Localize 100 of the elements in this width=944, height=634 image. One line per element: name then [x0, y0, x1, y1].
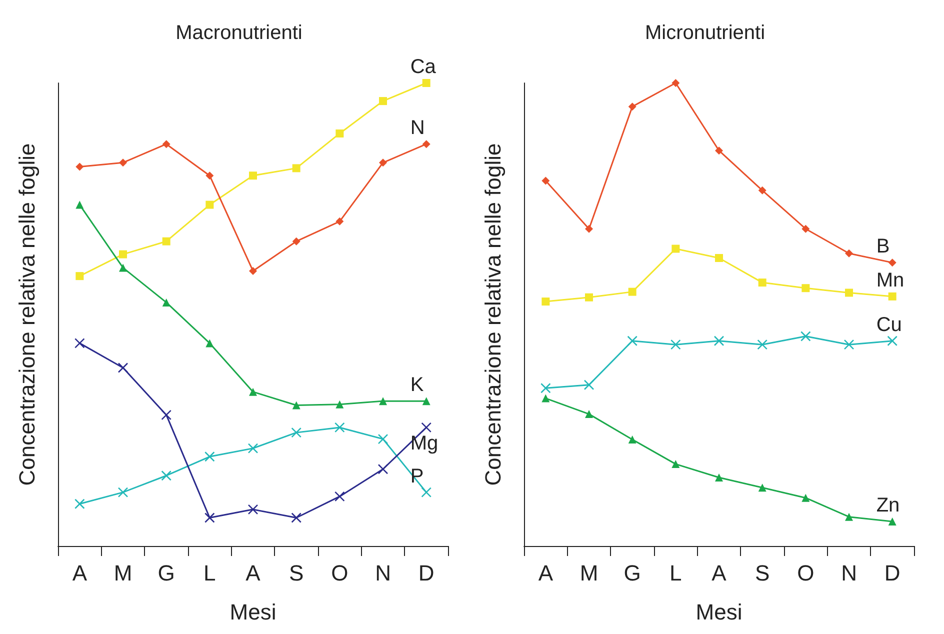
point [336, 217, 344, 226]
y-axis-title: Concentrazione relativa nelle foglie [14, 143, 40, 486]
point [336, 400, 344, 408]
point [670, 339, 681, 350]
x-tick-label: S [754, 560, 770, 586]
point [585, 224, 593, 233]
point [542, 394, 550, 402]
x-tick-label: N [375, 560, 391, 586]
point [379, 397, 387, 406]
point [336, 129, 344, 138]
point [249, 266, 257, 275]
point [715, 254, 723, 262]
point [542, 176, 550, 185]
x-tick-label: L [204, 560, 216, 586]
x-tick-label: S [288, 560, 304, 586]
x-tick-label: A [712, 560, 727, 586]
series-label: Zn [876, 494, 900, 516]
point [672, 79, 680, 87]
point [422, 397, 430, 406]
point [888, 517, 896, 526]
point [291, 512, 302, 523]
point [887, 336, 898, 346]
point [421, 487, 432, 498]
series-label: P [410, 465, 424, 488]
x-tick-label: L [670, 560, 682, 586]
x-tick-label: O [331, 560, 348, 586]
point [672, 244, 680, 253]
x-tick-label: D [418, 560, 434, 586]
point [802, 284, 810, 292]
point [379, 97, 387, 106]
point [119, 158, 127, 167]
point [292, 401, 300, 410]
point [74, 498, 85, 510]
y-axis-title: Concentrazione relativa nelle foglie [480, 143, 506, 486]
point [802, 224, 810, 233]
point [74, 338, 85, 348]
point [76, 272, 84, 280]
point [162, 140, 170, 148]
point [585, 410, 593, 418]
point [206, 200, 214, 209]
point [800, 331, 811, 342]
point [845, 288, 853, 297]
point [845, 249, 853, 258]
point [334, 422, 345, 433]
point [584, 380, 594, 390]
point [206, 339, 214, 348]
series-label: Ca [410, 56, 437, 78]
point [757, 339, 768, 350]
point [714, 336, 724, 346]
chart-title: Micronutrienti [644, 22, 766, 44]
x-axis-title: Mesi [230, 600, 276, 624]
point [291, 427, 302, 438]
x-tick-label: M [114, 560, 132, 586]
x-tick-label: G [624, 560, 641, 586]
point [162, 298, 170, 306]
point [378, 434, 388, 444]
x-tick-label: N [841, 560, 857, 586]
series-label: Mn [876, 269, 904, 292]
point [672, 460, 680, 468]
point [422, 79, 430, 87]
point [542, 298, 550, 306]
series-label: Cu [876, 314, 902, 336]
point [845, 512, 853, 521]
point [248, 443, 258, 454]
point [758, 186, 766, 194]
point [628, 436, 636, 444]
x-tick-label: D [884, 560, 900, 586]
x-tick-label: M [580, 560, 598, 586]
point [204, 512, 215, 523]
point [421, 422, 432, 433]
point [585, 293, 593, 302]
point [628, 102, 636, 111]
series-label: N [410, 117, 425, 140]
point [844, 339, 854, 350]
point [161, 410, 172, 420]
point [379, 158, 387, 167]
point [249, 388, 257, 396]
point [292, 237, 300, 246]
x-tick-label: A [538, 560, 554, 586]
series-label: B [876, 236, 890, 258]
point [76, 200, 84, 209]
x-tick-label: A [246, 560, 261, 586]
series-label: Mg [410, 432, 438, 454]
point [540, 382, 551, 394]
point [162, 237, 170, 246]
point [76, 162, 84, 171]
point [118, 487, 128, 498]
point [627, 336, 638, 346]
point [119, 264, 127, 272]
point [422, 140, 430, 148]
point [715, 473, 723, 482]
point [888, 292, 896, 300]
point [334, 491, 345, 502]
point [715, 146, 723, 155]
x-tick-label: G [158, 560, 175, 586]
point [161, 470, 172, 481]
chart-title: Macronutrienti [176, 22, 302, 44]
point [628, 288, 636, 296]
point [758, 484, 766, 492]
point [206, 172, 214, 180]
